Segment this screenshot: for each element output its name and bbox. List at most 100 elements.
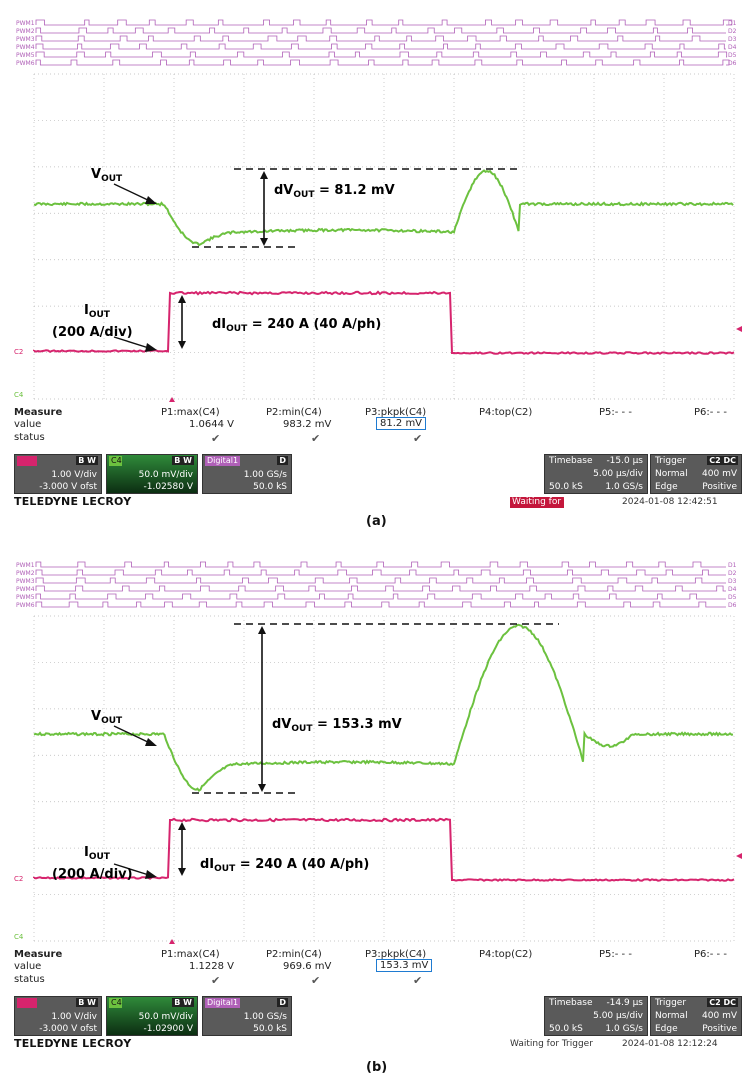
pwm-label: PWM5 bbox=[16, 594, 35, 601]
measure-status-row: status ✔ ✔ ✔ bbox=[14, 432, 742, 445]
p1-value: 1.1228 V bbox=[189, 961, 235, 972]
p2-value: 983.2 mV bbox=[283, 419, 332, 430]
trigger-tile[interactable]: Trigger C2 DC Normal 400 mV Edge Positiv… bbox=[650, 454, 742, 494]
digital-flags: D bbox=[277, 456, 288, 465]
param-p3[interactable]: P3:pkpk(C4) bbox=[365, 949, 427, 960]
digital-rate: 1.00 GS/s bbox=[243, 1012, 287, 1022]
check-icon: ✔ bbox=[311, 432, 321, 445]
param-p1[interactable]: P1:max(C4) bbox=[161, 407, 220, 418]
param-p6[interactable]: P6:- - - bbox=[694, 949, 727, 960]
c2-channel-tile[interactable]: B W 1.00 V/div -3.000 V ofst bbox=[14, 996, 102, 1036]
brand-logo: TELEDYNE LECROY bbox=[14, 1037, 132, 1050]
trigger-tile[interactable]: Trigger C2 DC Normal 400 mV Edge Positiv… bbox=[650, 996, 742, 1036]
waiting-indicator bbox=[510, 497, 564, 508]
c4-channel-tile[interactable]: C4 B W 50.0 mV/div -1.02900 V bbox=[106, 996, 198, 1036]
digital-tile[interactable]: Digital1 D 1.00 GS/s 50.0 kS bbox=[202, 454, 292, 494]
timebase-tile[interactable]: Timebase -14.9 µs 5.00 µs/div 50.0 kS 1.… bbox=[544, 996, 648, 1036]
timebase-samples: 50.0 kS bbox=[549, 1024, 583, 1034]
param-p3[interactable]: P3:pkpk(C4) bbox=[365, 407, 427, 418]
timebase-label: Timebase bbox=[549, 998, 593, 1008]
param-p2[interactable]: P2:min(C4) bbox=[266, 407, 322, 418]
measure-title: Measure bbox=[14, 407, 63, 418]
trigger-type: Edge bbox=[655, 482, 678, 492]
iout-scale-a: (200 A/div) bbox=[52, 325, 133, 340]
timebase-rate: 1.0 GS/s bbox=[605, 482, 643, 492]
param-p2[interactable]: P2:min(C4) bbox=[266, 949, 322, 960]
digital-line-label: D5 bbox=[728, 594, 737, 601]
measure-table-b: Measure P1:max(C4) P2:min(C4) P3:pkpk(C4… bbox=[14, 949, 742, 993]
iout-pointer bbox=[113, 336, 153, 350]
di-annotation-b: dIOUT = 240 A (40 A/ph) bbox=[200, 857, 369, 874]
vout-pointer bbox=[113, 183, 153, 203]
dv-arrow-up bbox=[258, 626, 266, 634]
param-p6[interactable]: P6:- - - bbox=[694, 407, 727, 418]
dv-arrow-up bbox=[260, 171, 268, 179]
timebase-tile[interactable]: Timebase -15.0 µs 5.00 µs/div 50.0 kS 1.… bbox=[544, 454, 648, 494]
status-label: status bbox=[14, 974, 45, 985]
pwm-label: PWM3 bbox=[16, 36, 35, 43]
measure-value-row: value 1.0644 V 983.2 mV 81.2 mV bbox=[14, 417, 742, 432]
caption-b: (b) bbox=[366, 1060, 388, 1075]
brand-logo: TELEDYNE LECROY bbox=[14, 495, 132, 508]
timebase-div: 5.00 µs/div bbox=[593, 469, 643, 479]
measure-table-a: Measure P1:max(C4) P2:min(C4) P3:pkpk(C4… bbox=[14, 407, 742, 451]
di-arrow-down bbox=[178, 341, 186, 349]
c2-channel-tile[interactable]: B W 1.00 V/div -3.000 V ofst bbox=[14, 454, 102, 494]
param-p5[interactable]: P5:- - - bbox=[599, 949, 632, 960]
pwm-trace bbox=[35, 561, 726, 568]
di-arrow-up bbox=[178, 822, 186, 830]
param-p4[interactable]: P4:top(C2) bbox=[479, 407, 533, 418]
trigger-source: C2 DC bbox=[707, 998, 738, 1007]
param-p1[interactable]: P1:max(C4) bbox=[161, 949, 220, 960]
param-p4[interactable]: P4:top(C2) bbox=[479, 949, 533, 960]
c4-flags: B W bbox=[172, 456, 194, 465]
digital-tag: Digital1 bbox=[205, 998, 241, 1008]
pwm-trace bbox=[35, 569, 726, 576]
trigger-mode: Normal bbox=[655, 469, 688, 479]
dv-annotation-b: dVOUT = 153.3 mV bbox=[272, 717, 402, 734]
value-label: value bbox=[14, 419, 42, 430]
di-annotation-a: dIOUT = 240 A (40 A/ph) bbox=[212, 317, 381, 334]
c4-scale: 50.0 mV/div bbox=[138, 1012, 193, 1022]
pwm-trace bbox=[35, 43, 726, 50]
timebase-rate: 1.0 GS/s bbox=[605, 1024, 643, 1034]
trigger-slope: Positive bbox=[702, 482, 737, 492]
trigger-marker bbox=[169, 939, 175, 944]
status-panel-a: B W 1.00 V/div -3.000 V ofst C4 B W 50.0… bbox=[14, 454, 742, 508]
trigger-type: Edge bbox=[655, 1024, 678, 1034]
pwm-label: PWM6 bbox=[16, 60, 35, 67]
measure-title: Measure bbox=[14, 949, 63, 960]
digital-tile[interactable]: Digital1 D 1.00 GS/s 50.0 kS bbox=[202, 996, 292, 1036]
pwm-label: PWM2 bbox=[16, 570, 35, 577]
annotation-marks-a: C2 C4 bbox=[14, 168, 742, 402]
pwm-trace bbox=[35, 601, 726, 608]
measure-header-row: Measure P1:max(C4) P2:min(C4) P3:pkpk(C4… bbox=[14, 949, 742, 962]
pwm-trace bbox=[35, 577, 726, 584]
digital-line-label: D1 bbox=[728, 20, 737, 27]
timestamp: 2024-01-08 12:42:51 bbox=[622, 497, 718, 507]
c4-marker: C4 bbox=[14, 933, 24, 941]
param-p5[interactable]: P5:- - - bbox=[599, 407, 632, 418]
timebase-label: Timebase bbox=[549, 456, 593, 466]
measure-header-row: Measure P1:max(C4) P2:min(C4) P3:pkpk(C4… bbox=[14, 407, 742, 420]
di-arrow-up bbox=[178, 295, 186, 303]
vout-pointer-head bbox=[145, 196, 157, 204]
status-panel-b: B W 1.00 V/div -3.000 V ofst C4 B W 50.0… bbox=[14, 996, 742, 1050]
ground-level-marker bbox=[736, 326, 742, 332]
iout-scale-b: (200 A/div) bbox=[52, 867, 133, 882]
pwm-label: PWM1 bbox=[16, 562, 35, 569]
pwm-label: PWM6 bbox=[16, 602, 35, 609]
digital-flags: D bbox=[277, 998, 288, 1007]
c4-channel-tile[interactable]: C4 B W 50.0 mV/div -1.02580 V bbox=[106, 454, 198, 494]
measure-value-row: value 1.1228 V 969.6 mV 153.3 mV bbox=[14, 959, 742, 974]
dv-arrow-down bbox=[258, 784, 266, 792]
digital-line-label: D1 bbox=[728, 562, 737, 569]
c2-color-tag bbox=[17, 456, 37, 466]
c2-offset: -3.000 V ofst bbox=[39, 482, 97, 492]
pwm-trace bbox=[35, 19, 733, 26]
grid-b bbox=[33, 615, 735, 942]
c2-flags: B W bbox=[76, 456, 98, 465]
digital-line-label: D6 bbox=[728, 602, 737, 609]
pwm-label: PWM4 bbox=[16, 586, 35, 593]
